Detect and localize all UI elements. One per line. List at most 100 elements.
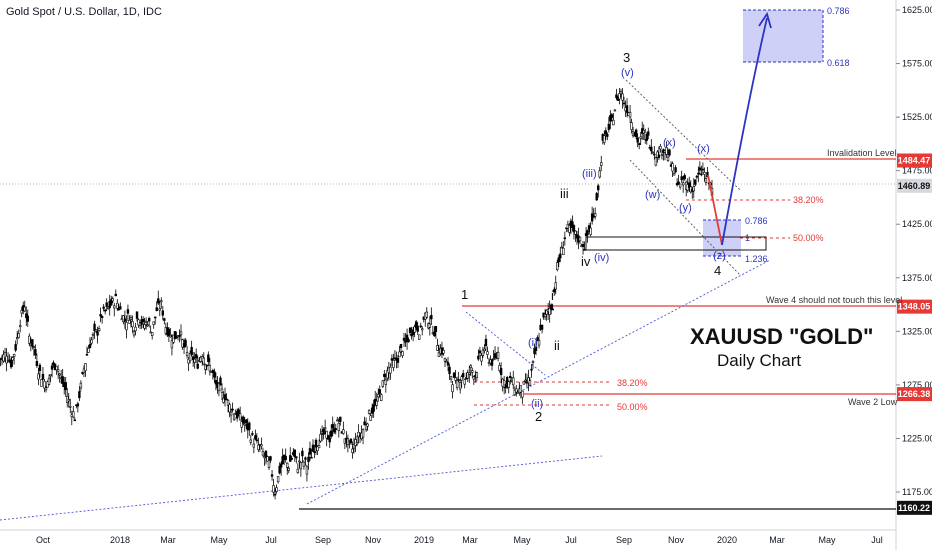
candle-body bbox=[434, 326, 438, 332]
candle-body bbox=[389, 366, 392, 374]
candle-body bbox=[35, 361, 39, 366]
candle-body bbox=[346, 438, 350, 446]
candle-body bbox=[554, 282, 557, 290]
candle-body bbox=[175, 336, 178, 339]
candle-body bbox=[559, 253, 562, 259]
candle-body bbox=[254, 435, 257, 440]
candle-body bbox=[245, 419, 248, 424]
wave-label-2: 3 bbox=[623, 50, 630, 65]
candle-body bbox=[536, 337, 539, 342]
candle-body bbox=[507, 381, 510, 388]
candle-body bbox=[143, 324, 146, 329]
candle-body bbox=[290, 458, 293, 460]
candle-body bbox=[185, 352, 189, 357]
candle-body bbox=[307, 456, 310, 463]
candle-body bbox=[545, 310, 548, 315]
candle-body bbox=[651, 151, 655, 154]
candle-body bbox=[52, 362, 55, 366]
candle-body bbox=[480, 355, 483, 362]
candle-body bbox=[255, 439, 259, 442]
candle-body bbox=[597, 185, 600, 191]
x-tick-label: May bbox=[513, 535, 531, 545]
candle-body bbox=[110, 299, 113, 306]
candle-body bbox=[34, 349, 37, 356]
candle-body bbox=[364, 424, 368, 430]
candle-body bbox=[483, 348, 486, 351]
candle-body bbox=[337, 422, 340, 431]
candle-body bbox=[636, 137, 639, 143]
wave-label-10: (iii) bbox=[582, 168, 597, 180]
candle-body bbox=[430, 314, 433, 320]
candle-body bbox=[694, 179, 697, 185]
candle-body bbox=[158, 308, 161, 311]
y-tick-label: 1525.00 bbox=[902, 112, 932, 122]
candle-body bbox=[91, 333, 95, 336]
fib-label: 0.786 bbox=[745, 216, 768, 226]
candle-body bbox=[413, 326, 416, 333]
candle-body bbox=[296, 468, 300, 474]
fib-label: 38.20% bbox=[617, 378, 648, 388]
candle-body bbox=[657, 154, 661, 159]
candle-body bbox=[352, 443, 356, 449]
candle-body bbox=[220, 388, 224, 393]
candle-body bbox=[637, 143, 641, 145]
candle-body bbox=[402, 337, 406, 341]
candle-body bbox=[574, 230, 577, 235]
candle-body bbox=[205, 364, 209, 367]
candle-body bbox=[384, 379, 388, 385]
candle-body bbox=[55, 366, 58, 371]
candle-body bbox=[603, 135, 606, 143]
wave-label-13: (w) bbox=[645, 189, 660, 201]
candle-body bbox=[681, 182, 685, 186]
candle-body bbox=[363, 421, 366, 426]
candle-body bbox=[317, 445, 321, 449]
x-tick-label: Jul bbox=[565, 535, 577, 545]
candle-body bbox=[336, 419, 339, 422]
candle-body bbox=[223, 394, 227, 400]
candle-body bbox=[433, 331, 436, 337]
candle-body bbox=[700, 173, 703, 176]
candle-body bbox=[23, 306, 26, 312]
candle-body bbox=[114, 293, 117, 297]
candle-body bbox=[407, 339, 410, 343]
candle-body bbox=[87, 348, 90, 353]
candle-body bbox=[286, 462, 289, 468]
candle-body bbox=[560, 246, 564, 249]
candle-body bbox=[668, 149, 671, 156]
candle-body bbox=[202, 357, 205, 365]
candle-body bbox=[37, 373, 40, 380]
candle-body bbox=[563, 237, 567, 240]
candle-body bbox=[178, 335, 181, 337]
candle-body bbox=[540, 324, 544, 330]
x-tick-label: Mar bbox=[160, 535, 176, 545]
candle-body bbox=[509, 375, 512, 378]
candle-body bbox=[342, 429, 345, 434]
candle-body bbox=[67, 399, 70, 402]
candle-body bbox=[204, 364, 207, 370]
candle-body bbox=[361, 429, 365, 438]
candle-body bbox=[680, 176, 683, 181]
candle-body bbox=[43, 381, 46, 389]
candle-body bbox=[472, 376, 476, 380]
candle-body bbox=[20, 310, 23, 314]
candle-body bbox=[414, 321, 418, 329]
candle-body bbox=[366, 423, 369, 427]
x-tick-label: May bbox=[210, 535, 228, 545]
candle-body bbox=[377, 394, 380, 398]
fib-label: 0.786 bbox=[827, 6, 850, 16]
candle-body bbox=[293, 449, 296, 457]
overlay-title: XAUUSD "GOLD" bbox=[690, 324, 873, 349]
candle-body bbox=[299, 462, 303, 470]
candle-body bbox=[357, 431, 360, 438]
candle-body bbox=[14, 344, 17, 351]
candle-body bbox=[593, 213, 597, 217]
candle-body bbox=[313, 451, 316, 453]
candle-body bbox=[279, 463, 283, 468]
candle-body bbox=[305, 466, 309, 475]
x-tick-label: Mar bbox=[462, 535, 478, 545]
candle-body bbox=[612, 119, 615, 126]
candle-body bbox=[193, 358, 196, 363]
candle-body bbox=[94, 329, 98, 332]
price-tag-1160-22 bbox=[897, 500, 932, 515]
candle-body bbox=[553, 289, 556, 293]
